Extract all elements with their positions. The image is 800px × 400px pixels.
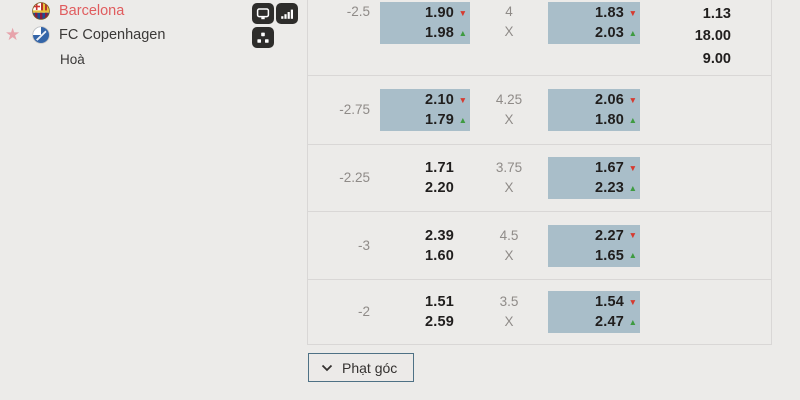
- odds-row: -2.75 2.10 ▼ 1.79 ▲ 4.25 X 2.06 ▼ 1.80 ▲: [308, 76, 771, 145]
- lineup-icon[interactable]: [252, 27, 274, 48]
- odds-value: 1.60: [424, 247, 454, 264]
- panel-divider: [307, 0, 308, 345]
- total-line-column: 3.75 X: [470, 158, 548, 198]
- x-label: X: [504, 247, 514, 263]
- handicap-odds-cell[interactable]: 2.10 ▼ 1.79 ▲: [380, 89, 470, 131]
- odds-value: 1.67: [594, 160, 624, 176]
- home-win-odds[interactable]: 1.13: [702, 6, 731, 22]
- trend-up-icon: ▲: [628, 27, 637, 38]
- x-label: X: [504, 314, 514, 329]
- trend-down-icon: ▼: [628, 162, 637, 173]
- trend-down-icon: ▼: [628, 296, 637, 307]
- odds-value: 1.71: [424, 160, 454, 176]
- total-line: 4.25: [495, 92, 523, 107]
- total-line: 4: [505, 4, 513, 19]
- trend-up-icon: ▲: [628, 250, 637, 261]
- total-odds-cell[interactable]: 1.83 ▼ 2.03 ▲: [548, 2, 640, 44]
- total-line-column: 3.5 X: [470, 292, 548, 332]
- away-team-name: FC Copenhagen: [59, 27, 166, 43]
- away-win-odds[interactable]: 18.00: [694, 28, 731, 45]
- corner-kick-button[interactable]: Phạt góc: [308, 353, 415, 382]
- x-label: X: [504, 180, 514, 195]
- odds-value: 2.20: [424, 180, 454, 196]
- total-line: 3.5: [499, 294, 519, 309]
- trend-down-icon: ▼: [458, 7, 467, 18]
- handicap-line: -2.75: [339, 102, 370, 117]
- total-odds-cell[interactable]: 1.67 ▼ 2.23 ▲: [548, 157, 640, 199]
- handicap-odds-cell[interactable]: 1.90 ▼ 1.98 ▲: [380, 2, 470, 44]
- trend-down-icon: ▼: [628, 230, 637, 241]
- total-line-column: 4.5 X: [470, 226, 548, 266]
- corner-kick-button-label: Phạt góc: [342, 359, 398, 376]
- draw-label: Hoà: [60, 52, 85, 67]
- handicap-odds-cell[interactable]: 1.51 2.59: [380, 291, 470, 333]
- handicap-line: -2.25: [339, 170, 370, 185]
- total-odds-cell[interactable]: 2.06 ▼ 1.80 ▲: [548, 89, 640, 131]
- draw-odds[interactable]: 9.00: [702, 50, 731, 67]
- home-team-name: Barcelona: [59, 3, 125, 19]
- odds-value: 1.79: [424, 112, 454, 128]
- odds-row: -2.5 1.90 ▼ 1.98 ▲ 4 X 1.83 ▼ 2.03 ▲ 1.13 18…: [308, 0, 771, 76]
- trend-down-icon: ▼: [628, 7, 637, 18]
- trend-down-icon: ▼: [458, 94, 467, 105]
- favorite-star-icon[interactable]: ★: [5, 25, 21, 44]
- odds-row: -2 1.51 2.59 3.5 X 1.54 ▼ 2.47 ▲: [308, 280, 771, 345]
- copenhagen-crest-icon: [32, 26, 50, 44]
- table-right-divider: [771, 0, 772, 345]
- odds-value: 1.54: [594, 294, 624, 310]
- odds-value: 1.98: [424, 25, 454, 41]
- handicap-line: -2.5: [346, 4, 370, 19]
- x-label: X: [504, 112, 514, 127]
- odds-value: 1.65: [594, 247, 624, 264]
- odds-value: 2.10: [424, 92, 454, 108]
- odds-row: -3 2.39 1.60 4.5 X 2.27 ▼ 1.65 ▲: [308, 212, 771, 280]
- total-odds-cell[interactable]: 1.54 ▼ 2.47 ▲: [548, 291, 640, 333]
- odds-value: 2.59: [424, 314, 454, 330]
- trend-up-icon: ▲: [458, 27, 467, 38]
- odds-value: 1.83: [594, 5, 624, 21]
- odds-row: -2.25 1.71 2.20 3.75 X 1.67 ▼ 2.23 ▲: [308, 145, 771, 212]
- x-label: X: [504, 24, 514, 39]
- trend-up-icon: ▲: [628, 316, 637, 327]
- odds-value: 2.23: [594, 180, 624, 196]
- total-line-column: 4.25 X: [470, 90, 548, 130]
- odds-value: 2.39: [424, 227, 454, 244]
- handicap-odds-cell[interactable]: 2.39 1.60: [380, 225, 470, 267]
- odds-value: 1.51: [424, 294, 454, 310]
- odds-1x2-column: 1.13 18.00 9.00: [640, 2, 771, 70]
- odds-value: 2.06: [594, 92, 624, 108]
- odds-value: 1.80: [594, 112, 624, 128]
- stats-bars-icon[interactable]: [276, 3, 298, 24]
- odds-value: 2.03: [594, 25, 624, 41]
- odds-value: 2.47: [594, 314, 624, 330]
- handicap-line: -2: [357, 304, 370, 319]
- handicap-odds-cell[interactable]: 1.71 2.20: [380, 157, 470, 199]
- total-odds-cell[interactable]: 2.27 ▼ 1.65 ▲: [548, 224, 640, 267]
- handicap-line: -3: [357, 237, 370, 253]
- barcelona-crest-icon: [32, 2, 50, 20]
- monitor-icon[interactable]: [252, 3, 274, 24]
- odds-value: 1.90: [424, 5, 454, 21]
- odds-value: 2.27: [594, 227, 624, 244]
- chevron-down-icon: [321, 364, 333, 371]
- trend-up-icon: ▲: [628, 182, 637, 193]
- odds-table: -2.5 1.90 ▼ 1.98 ▲ 4 X 1.83 ▼ 2.03 ▲ 1.13 18…: [308, 0, 771, 345]
- total-line: 4.5: [499, 227, 519, 243]
- total-line: 3.75: [495, 160, 523, 175]
- trend-down-icon: ▼: [628, 94, 637, 105]
- trend-up-icon: ▲: [458, 114, 467, 125]
- trend-up-icon: ▲: [628, 114, 637, 125]
- total-line-column: 4 X: [470, 2, 548, 42]
